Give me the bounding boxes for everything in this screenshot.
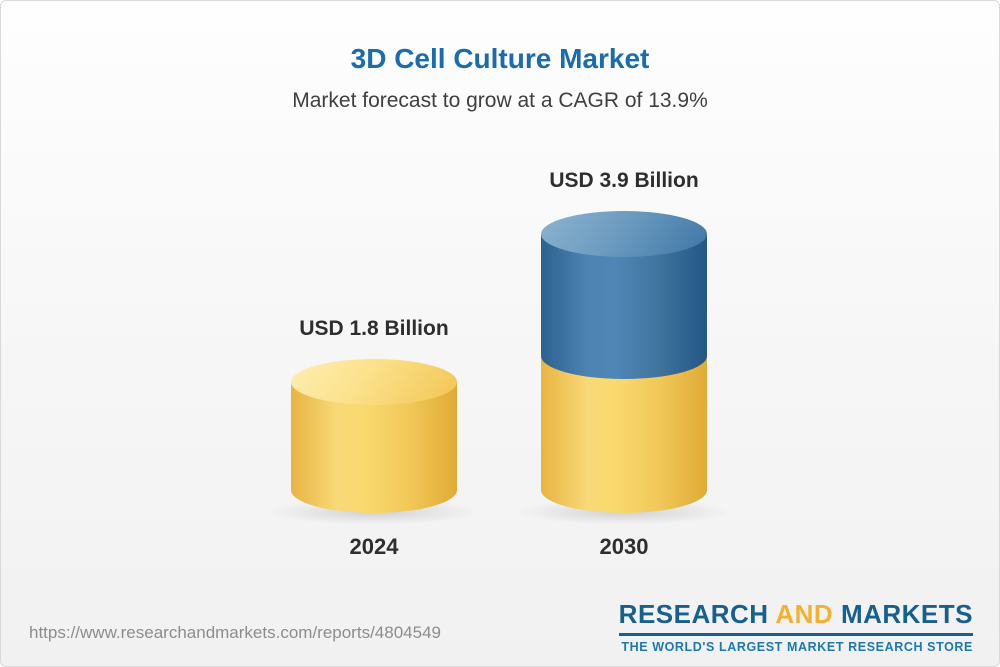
report-url-link[interactable]: https://www.researchandmarkets.com/repor…	[29, 623, 441, 642]
axis-label-2024: 2024	[349, 534, 399, 559]
bar-2030-cylinder-top	[541, 211, 707, 257]
bar-2030-value-label: USD 3.9 Billion	[549, 169, 699, 192]
bar-2030-cylinder-yellow-segment	[541, 357, 707, 513]
logo-word-research: RESEARCH	[618, 599, 769, 629]
chart-title: 3D Cell Culture Market	[350, 43, 650, 74]
logo-divider-rule	[618, 633, 973, 636]
logo-wordmark: RESEARCH AND MARKETS	[619, 599, 973, 630]
chart-subtitle: Market forecast to grow at a CAGR of 13.…	[292, 89, 708, 112]
logo-tagline: THE WORLD'S LARGEST MARKET RESEARCH STOR…	[621, 640, 973, 654]
bar-2030-cylinder-blue-segment	[541, 234, 707, 379]
bar-2024-value-label: USD 1.8 Billion	[299, 317, 449, 340]
research-and-markets-logo: RESEARCH AND MARKETS THE WORLD'S LARGEST…	[618, 599, 973, 654]
axis-label-2030: 2030	[599, 534, 649, 559]
logo-word-and: AND	[775, 599, 834, 629]
bar-2024-cylinder-top	[291, 359, 457, 405]
logo-word-markets: MARKETS	[840, 599, 973, 629]
